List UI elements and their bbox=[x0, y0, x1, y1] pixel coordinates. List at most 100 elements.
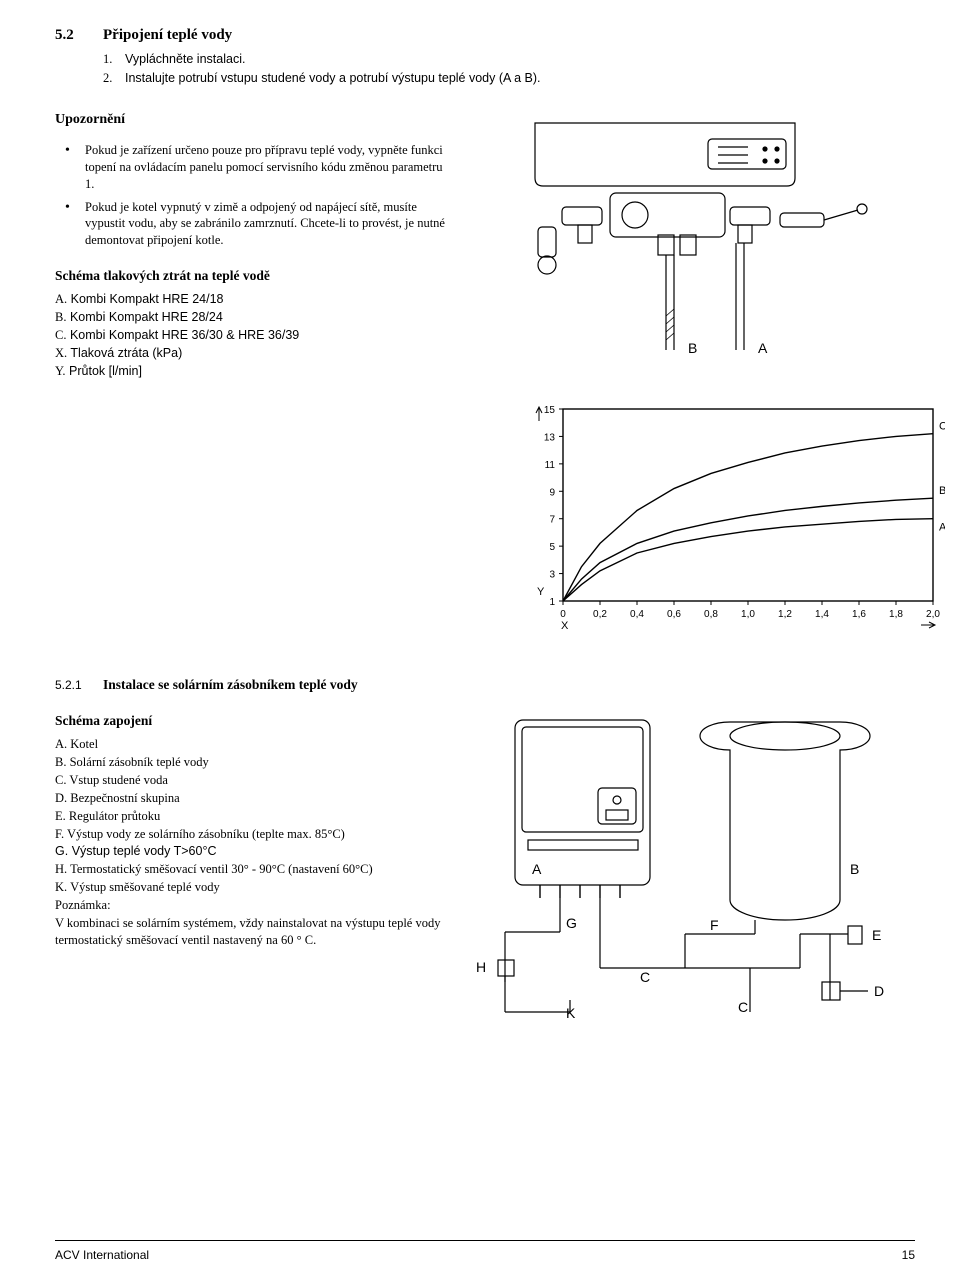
svg-text:X: X bbox=[561, 620, 569, 631]
notice-list: Pokud je zařízení určeno pouze pro přípr… bbox=[65, 142, 455, 249]
svg-text:7: 7 bbox=[549, 514, 555, 525]
legend-val: Solární zásobník teplé vody bbox=[70, 755, 209, 769]
list-item: C. Vstup studené voda bbox=[55, 772, 450, 789]
legend-val: Kotel bbox=[70, 737, 98, 751]
fig2-label-d: D bbox=[874, 983, 884, 999]
legend-key: B. bbox=[55, 310, 66, 324]
fig2-label-c2: C bbox=[738, 999, 748, 1015]
section-heading-521: 5.2.1Instalace se solárním zásobníkem te… bbox=[55, 676, 915, 694]
legend-val: Vstup studené voda bbox=[69, 773, 168, 787]
list-item: B. Solární zásobník teplé vody bbox=[55, 754, 450, 771]
fig2-label-g: G bbox=[566, 915, 577, 931]
legend-val: Výstup teplé vody T>60°C bbox=[72, 844, 217, 858]
svg-text:5: 5 bbox=[549, 542, 555, 553]
chart-legend-title: Schéma tlakových ztrát na teplé vodě bbox=[55, 267, 455, 285]
svg-text:13: 13 bbox=[544, 432, 556, 443]
svg-text:1,2: 1,2 bbox=[778, 609, 792, 620]
list-item: D. Bezpečnostní skupina bbox=[55, 790, 450, 807]
solar-schematic-figure: A B G F E H C C D K bbox=[470, 712, 900, 1022]
svg-text:0,8: 0,8 bbox=[704, 609, 718, 620]
fig2-label-b: B bbox=[850, 861, 859, 877]
svg-text:1: 1 bbox=[549, 597, 555, 608]
svg-text:15: 15 bbox=[544, 405, 556, 416]
svg-text:0,2: 0,2 bbox=[593, 609, 607, 620]
legend-key: C. bbox=[55, 328, 66, 342]
section-heading-52: 5.2Připojení teplé vody bbox=[55, 25, 915, 45]
legend-key: X. bbox=[55, 346, 67, 360]
svg-text:1,0: 1,0 bbox=[741, 609, 755, 620]
legend-val: Tlaková ztráta (kPa) bbox=[70, 346, 182, 360]
section-title: Instalace se solárním zásobníkem teplé v… bbox=[103, 677, 358, 692]
legend-key: G. bbox=[55, 844, 68, 858]
svg-text:1,4: 1,4 bbox=[815, 609, 829, 620]
section-title: Připojení teplé vody bbox=[103, 27, 232, 43]
list-item: Pokud je zařízení určeno pouze pro přípr… bbox=[65, 142, 455, 193]
list-item: A. Kombi Kompakt HRE 24/18 bbox=[55, 291, 455, 308]
svg-text:Y: Y bbox=[537, 586, 545, 598]
list-item: 2.Instalujte potrubí vstupu studené vody… bbox=[103, 70, 915, 87]
list-item: F. Výstup vody ze solárního zásobníku (t… bbox=[55, 826, 450, 843]
step-text: Vypláchněte instalaci. bbox=[125, 52, 245, 66]
legend-key: A. bbox=[55, 292, 67, 306]
fig1-label-b: B bbox=[688, 340, 697, 356]
svg-text:9: 9 bbox=[549, 487, 555, 498]
legend-val: Termostatický směšovací ventil 30° - 90°… bbox=[70, 862, 373, 876]
svg-text:A: A bbox=[939, 521, 945, 533]
step-text: Instalujte potrubí vstupu studené vody a… bbox=[125, 71, 541, 85]
list-item: Y. Průtok [l/min] bbox=[55, 363, 455, 380]
boiler-manifold-figure: B A bbox=[480, 115, 900, 375]
legend-key: Y. bbox=[55, 364, 66, 378]
list-item: C. Kombi Kompakt HRE 36/30 & HRE 36/39 bbox=[55, 327, 455, 344]
svg-text:0,6: 0,6 bbox=[667, 609, 681, 620]
legend-val: Bezpečnostní skupina bbox=[70, 791, 179, 805]
legend-key: D. bbox=[55, 791, 67, 805]
svg-text:11: 11 bbox=[545, 460, 556, 471]
list-item: Pokud je kotel vypnutý v zimě a odpojený… bbox=[65, 199, 455, 250]
fig2-label-h: H bbox=[476, 959, 486, 975]
list-item: K. Výstup směšované teplé vody bbox=[55, 879, 450, 896]
schema-heading: Schéma zapojení bbox=[55, 712, 450, 730]
legend-key: C. bbox=[55, 773, 66, 787]
list-item: G. Výstup teplé vody T>60°C bbox=[55, 843, 450, 860]
legend-key: B. bbox=[55, 755, 66, 769]
fig2-label-f: F bbox=[710, 917, 719, 933]
legend-key: K. bbox=[55, 880, 67, 894]
footer-right: 15 bbox=[902, 1247, 915, 1263]
legend-val: Kombi Kompakt HRE 28/24 bbox=[70, 310, 223, 324]
svg-text:C: C bbox=[939, 420, 945, 432]
schema-legend: A. Kotel B. Solární zásobník teplé vody … bbox=[55, 736, 450, 949]
legend-key: E. bbox=[55, 809, 66, 823]
chart-legend: A. Kombi Kompakt HRE 24/18 B. Kombi Komp… bbox=[55, 291, 455, 379]
list-item: B. Kombi Kompakt HRE 28/24 bbox=[55, 309, 455, 326]
svg-text:1,8: 1,8 bbox=[889, 609, 903, 620]
notice-heading: Upozornění bbox=[55, 111, 455, 130]
legend-val: Regulátor průtoku bbox=[69, 809, 160, 823]
list-item: A. Kotel bbox=[55, 736, 450, 753]
fig2-label-k: K bbox=[566, 1005, 576, 1021]
steps-list: 1.Vypláchněte instalaci. 2.Instalujte po… bbox=[103, 51, 915, 87]
svg-text:B: B bbox=[939, 485, 945, 497]
fig2-label-e: E bbox=[872, 927, 881, 943]
legend-val: Výstup vody ze solárního zásobníku (tepl… bbox=[67, 827, 345, 841]
section-num: 5.2 bbox=[55, 25, 103, 45]
list-item: X. Tlaková ztráta (kPa) bbox=[55, 345, 455, 362]
note-label: Poznámka: bbox=[55, 897, 450, 914]
pressure-loss-chart: 1357911131500,20,40,60,81,01,21,41,61,82… bbox=[525, 401, 945, 631]
page-footer: ACV International 15 bbox=[55, 1240, 915, 1263]
svg-text:3: 3 bbox=[549, 569, 555, 580]
legend-key: A. bbox=[55, 737, 67, 751]
list-item: E. Regulátor průtoku bbox=[55, 808, 450, 825]
svg-text:1,6: 1,6 bbox=[852, 609, 866, 620]
svg-text:2,0: 2,0 bbox=[926, 609, 940, 620]
svg-text:0: 0 bbox=[560, 609, 566, 620]
list-item: H. Termostatický směšovací ventil 30° - … bbox=[55, 861, 450, 878]
fig2-label-c: C bbox=[640, 969, 650, 985]
legend-val: Průtok [l/min] bbox=[69, 364, 142, 378]
section-num: 5.2.1 bbox=[55, 677, 103, 693]
svg-text:0,4: 0,4 bbox=[630, 609, 644, 620]
legend-key: F. bbox=[55, 827, 64, 841]
fig2-label-a: A bbox=[532, 861, 542, 877]
legend-val: Kombi Kompakt HRE 36/30 & HRE 36/39 bbox=[70, 328, 299, 342]
footer-left: ACV International bbox=[55, 1247, 149, 1263]
legend-key: H. bbox=[55, 862, 67, 876]
